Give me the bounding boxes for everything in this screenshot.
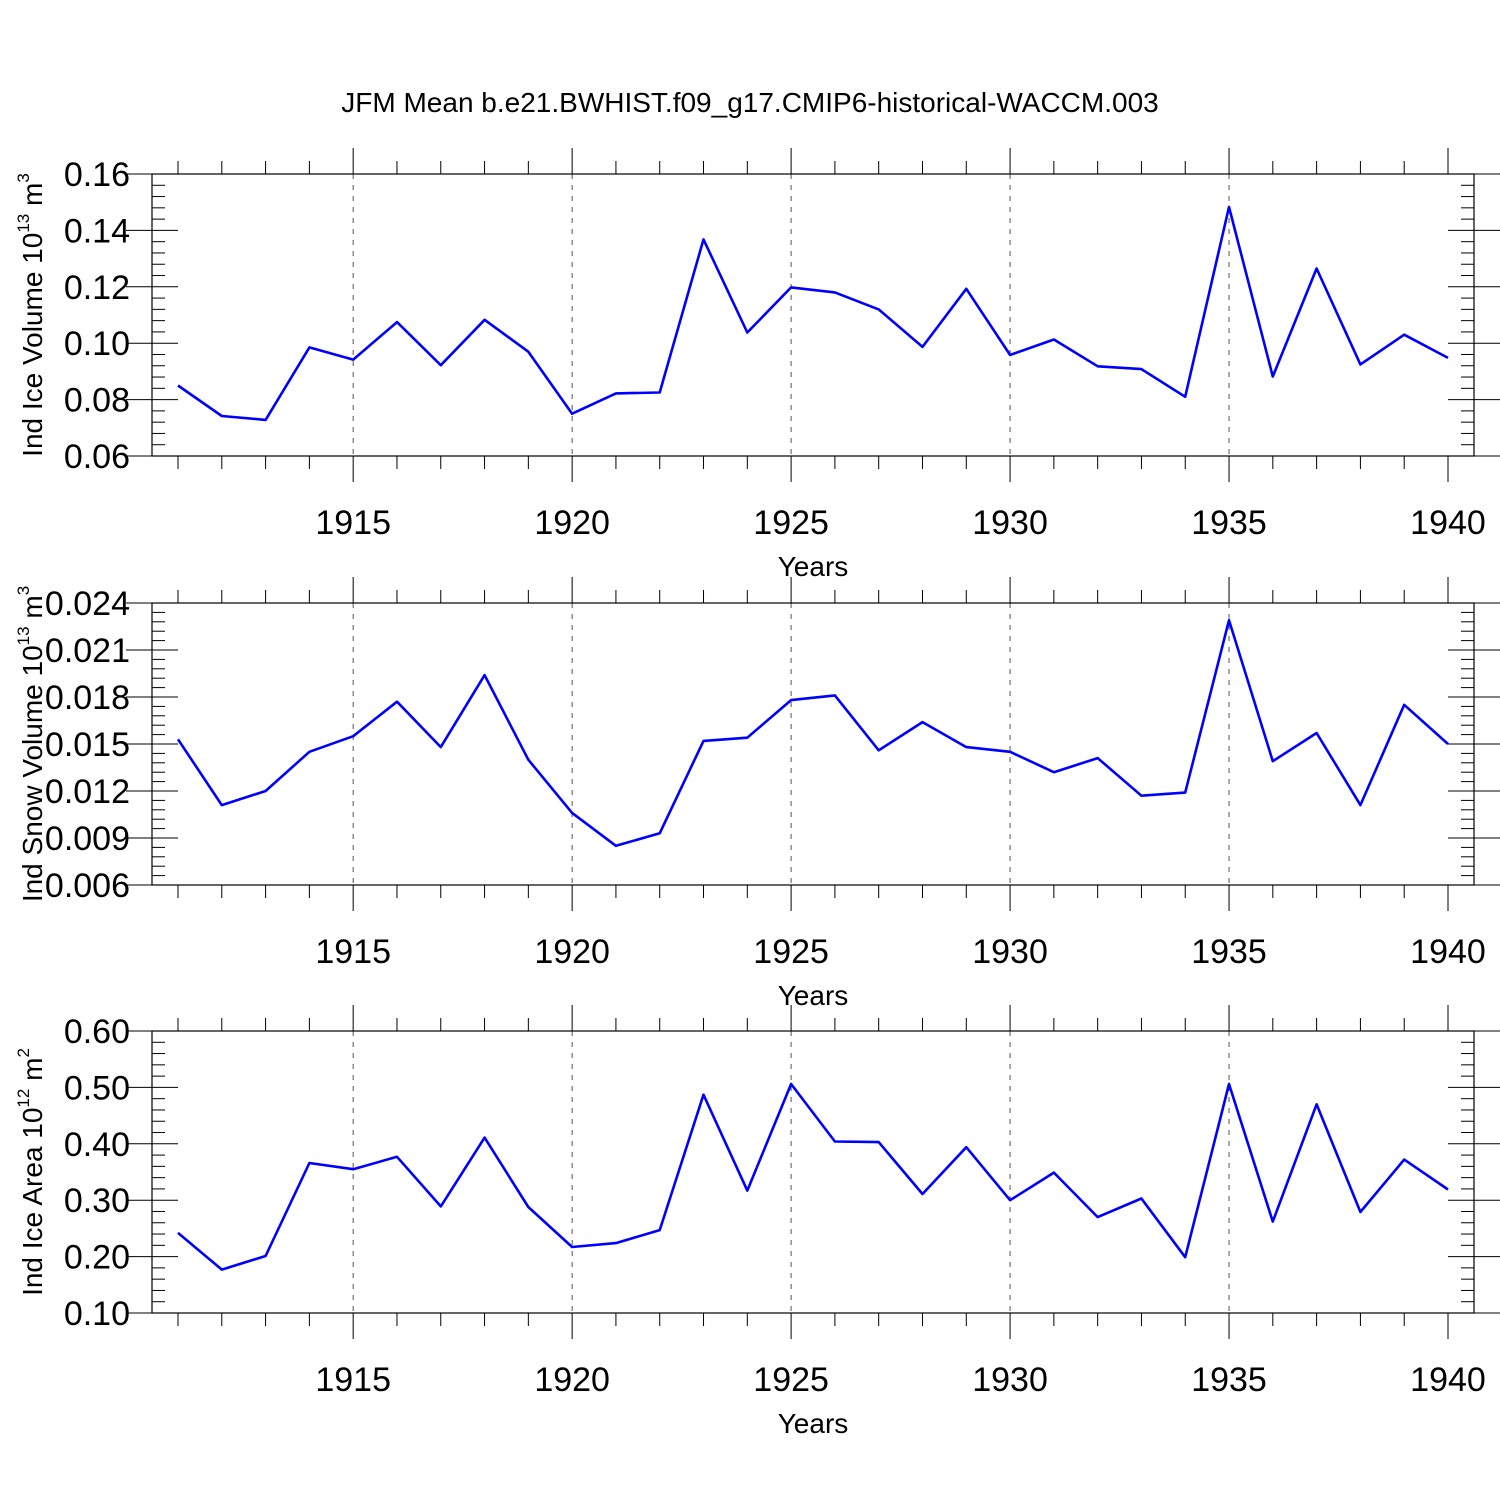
x-tick-label: 1925 — [753, 504, 829, 542]
y-tick-label: 0.06 — [64, 438, 130, 476]
y-tick-label: 0.012 — [45, 773, 130, 811]
x-tick-label: 1925 — [753, 933, 829, 971]
x-tick-label: 1915 — [315, 504, 391, 542]
x-tick-label: 1930 — [972, 504, 1048, 542]
series-line — [177, 1082, 1449, 1271]
y-tick-label: 0.12 — [64, 269, 130, 307]
x-tick-label: 1935 — [1191, 933, 1267, 971]
series-line — [176, 618, 1449, 848]
y-tick-label: 0.10 — [64, 1295, 130, 1333]
x-tick-label: 1915 — [315, 1361, 391, 1399]
y-tick-label: 0.14 — [64, 212, 130, 250]
plot-frame — [151, 173, 1475, 457]
x-axis-label: Years — [778, 1408, 849, 1439]
x-tick-label: 1940 — [1410, 504, 1486, 542]
y-tick-label: 0.009 — [45, 820, 130, 858]
plot-frame — [151, 1030, 1475, 1314]
y-tick-label: 0.20 — [64, 1239, 130, 1277]
y-tick-label: 0.08 — [64, 382, 130, 420]
x-tick-label: 1935 — [1191, 1361, 1267, 1399]
x-axis-label: Years — [778, 551, 849, 582]
y-tick-label: 0.018 — [45, 679, 130, 717]
y-tick-label: 0.006 — [45, 867, 130, 905]
chart-title: JFM Mean b.e21.BWHIST.f09_g17.CMIP6-hist… — [341, 87, 1158, 118]
y-tick-label: 0.024 — [45, 585, 130, 623]
x-tick-label: 1940 — [1410, 1361, 1486, 1399]
y-tick-label: 0.60 — [64, 1013, 130, 1051]
y-axis-label: Ind Snow Volume 1013 m3 — [14, 586, 48, 902]
chart-panel-3: 0.10 0.20 0.30 0.40 0.50 0.60 1915 1920 1925 1930… — [14, 1005, 1500, 1439]
x-tick-label: 1930 — [972, 933, 1048, 971]
y-tick-label: 0.10 — [64, 325, 130, 363]
y-tick-label: 0.50 — [64, 1069, 130, 1107]
x-tick-label: 1935 — [1191, 504, 1267, 542]
x-axis-label: Years — [778, 980, 849, 1011]
chart-panel-2: 0.006 0.009 0.012 0.015 0.018 0.021 0.024 1915 1… — [14, 577, 1500, 1011]
y-tick-label: 0.16 — [64, 156, 130, 194]
y-tick-label: 0.021 — [45, 632, 130, 670]
x-tick-label: 1915 — [315, 933, 391, 971]
x-tick-label: 1925 — [753, 1361, 829, 1399]
chart-panel-1: 0.06 0.08 0.10 0.12 0.14 0.16 1915 1920 1925 1930… — [14, 148, 1500, 582]
x-tick-label: 1940 — [1410, 933, 1486, 971]
y-tick-label: 0.015 — [45, 726, 130, 764]
series-line — [177, 205, 1449, 422]
x-tick-label: 1920 — [534, 933, 610, 971]
plot-frame — [151, 602, 1475, 886]
x-tick-label: 1920 — [534, 504, 610, 542]
y-axis-label: Ind Ice Area 1012 m2 — [14, 1048, 48, 1296]
x-tick-label: 1920 — [534, 1361, 610, 1399]
x-tick-label: 1930 — [972, 1361, 1048, 1399]
y-axis-label: Ind Ice Volume 1013 m3 — [14, 173, 48, 457]
y-tick-label: 0.30 — [64, 1182, 130, 1220]
y-tick-label: 0.40 — [64, 1126, 130, 1164]
